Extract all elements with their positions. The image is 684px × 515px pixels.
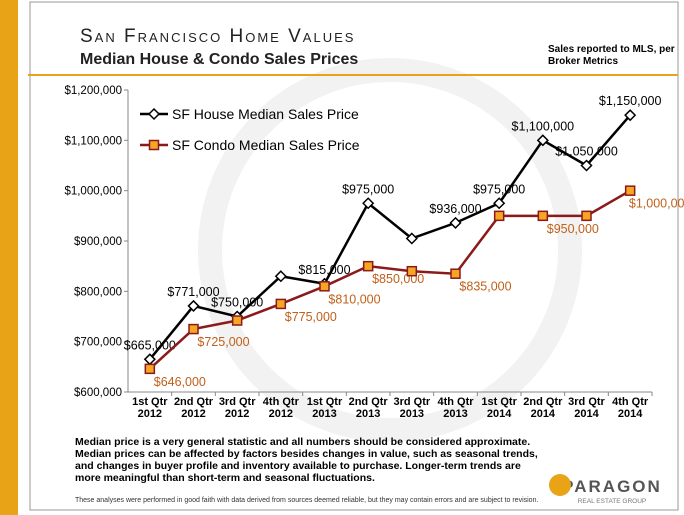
marker [493,197,506,210]
data-label: $810,000 [328,292,380,306]
marker [187,299,200,312]
marker [450,268,461,279]
x-tick-label: 4th Qtr 2014 [612,396,649,420]
marker [624,109,637,122]
y-tick-label: $1,000,000 [64,186,122,198]
x-tick-label: 4th Qtr 2012 [262,396,299,420]
watermark [198,58,582,442]
x-tick-label: 1st Qtr 2012 [132,396,168,420]
subtitle: Median House & Condo Sales Prices [80,51,358,68]
marker [405,232,418,245]
legend-label: SF Condo Median Sales Price [172,137,360,153]
frame [29,1,679,511]
data-label: $1,000,000 [629,197,684,211]
x-tick-label: 2nd Qtr 2014 [523,396,563,420]
title-rule [28,74,678,76]
x-tick-label: 1st Qtr 2014 [481,396,517,420]
title: San Francisco Home Values [80,26,355,47]
x-tick-label: 3rd Qtr 2013 [393,396,431,420]
series-line [148,189,631,370]
data-label: $775,000 [285,310,337,324]
marker [581,210,592,222]
x-tick-label: 2nd Qtr 2013 [348,396,388,420]
series-line [148,114,632,361]
logo-tagline: REAL ESTATE GROUP [578,498,647,505]
data-label: $815,000 [298,263,350,277]
marker [624,185,636,196]
footnote: Median price is a very general statistic… [75,436,538,484]
marker [406,265,418,277]
marker [362,260,374,272]
marker [274,270,287,283]
marker [580,159,593,172]
logo-icon [549,474,571,496]
disclaimer: These analyses were performed in good fa… [75,497,539,504]
y-tick-label: $1,100,000 [64,135,122,147]
x-tick-label: 2nd Qtr 2012 [173,396,214,420]
marker [449,216,462,229]
y-tick-label: $600,000 [74,387,122,399]
x-tick-label: 4th Qtr 2013 [437,396,474,420]
marker [537,210,549,222]
x-tick-label: 3rd Qtr 2014 [568,396,605,420]
data-label: $771,000 [167,285,219,299]
marker [319,281,330,292]
data-label: $975,000 [473,182,525,196]
data-label: $1,050,000 [555,145,618,159]
y-tick-label: $1,200,000 [64,85,122,97]
x-tick-label: 1st Qtr 2013 [306,396,343,420]
data-label: $646,000 [154,375,206,389]
data-label: $835,000 [459,280,511,294]
data-label: $1,100,000 [512,119,575,133]
data-label: $750,000 [211,296,263,310]
legend-marker [148,139,160,151]
marker [493,210,505,222]
data-label: $1,150,000 [599,94,662,108]
source-note: Sales reported to MLS, per Broker Metric… [548,44,675,67]
marker [144,363,156,375]
legend-marker [147,107,161,121]
x-tick-label: 3rd Qtr 2012 [218,396,256,420]
marker [275,298,287,310]
logo-name: PARAGON [562,477,662,496]
marker [536,134,549,147]
y-tick-label: $700,000 [74,337,122,349]
marker [362,197,375,210]
data-label: $665,000 [124,338,176,352]
data-label: $950,000 [547,222,599,236]
marker [231,315,243,326]
y-tick-label: $800,000 [74,286,122,298]
data-label: $975,000 [342,182,394,196]
legend-label: SF House Median Sales Price [172,106,359,122]
side-bar [0,0,18,515]
marker [188,323,199,335]
y-tick-label: $900,000 [74,236,122,248]
data-label: $936,000 [429,202,481,216]
data-label: $725,000 [197,335,249,349]
